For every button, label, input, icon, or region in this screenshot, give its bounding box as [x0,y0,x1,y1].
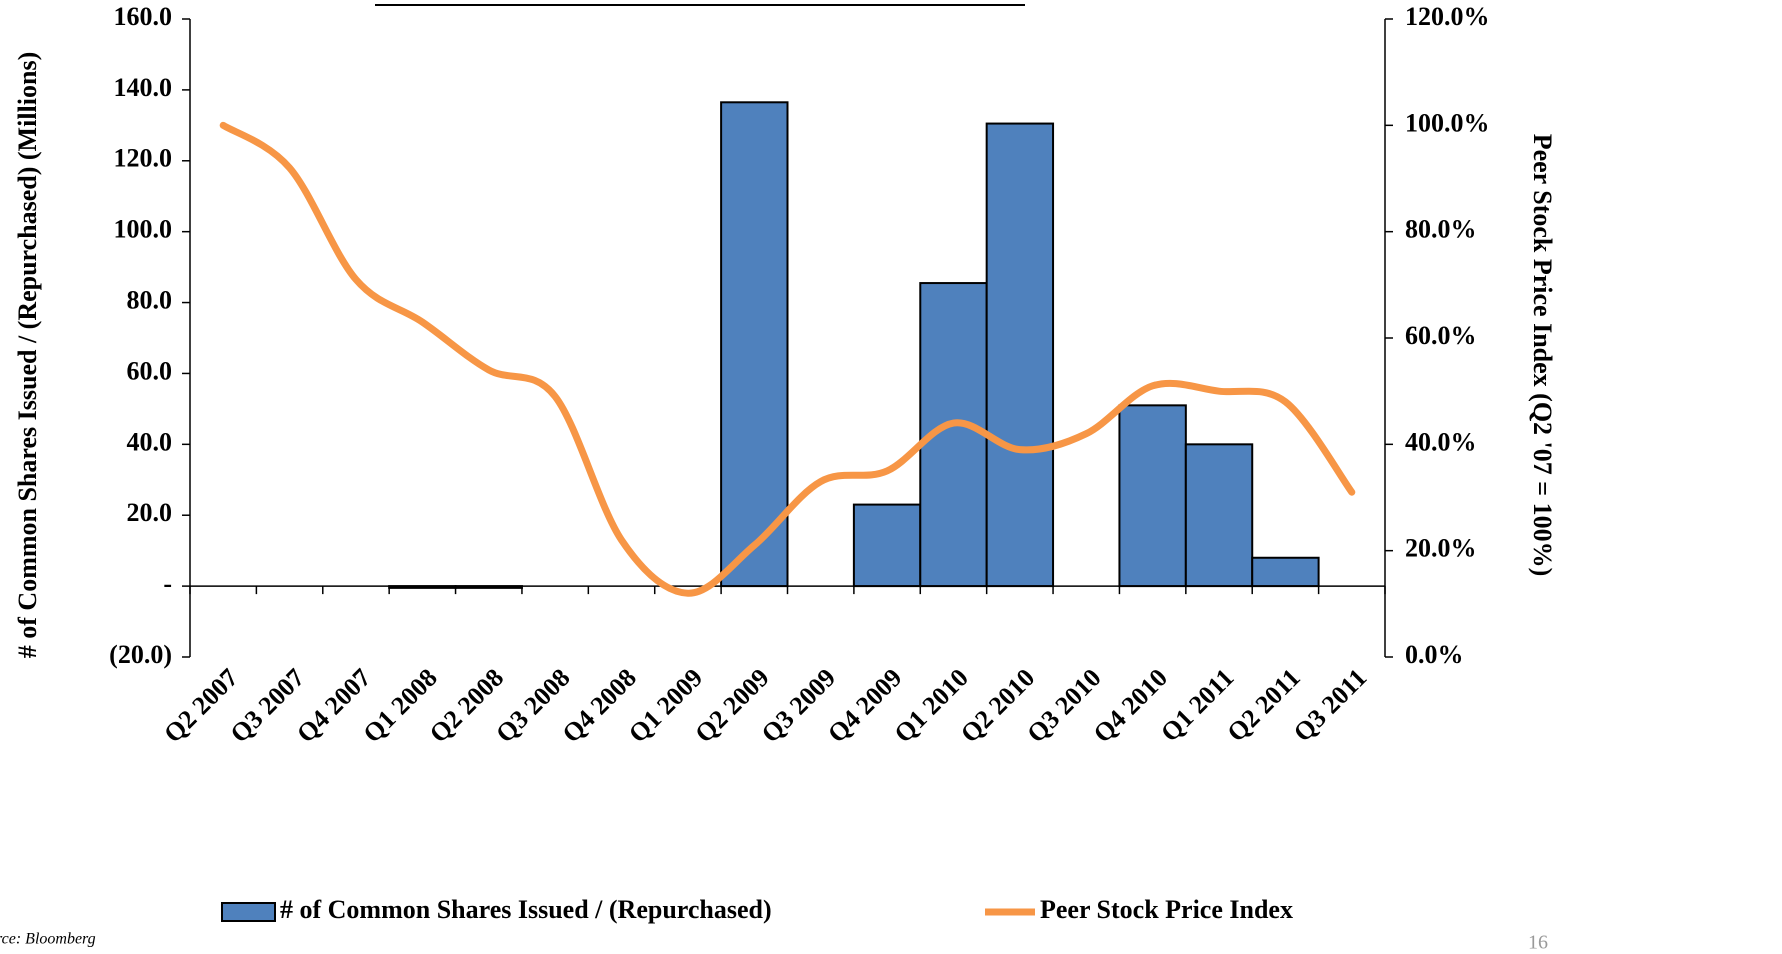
y-tick-label: 20.0 [127,498,173,527]
y-tick-label: 80.0 [127,286,173,315]
line-series [219,121,1356,597]
y-tick-label: 120.0 [114,144,173,173]
source: Source: Bloomberg [0,931,96,948]
legend-label: # of Common Shares Issued / (Repurchased… [280,895,772,924]
x-tick-label: Q4 2008 [557,663,642,748]
legend-label: Peer Stock Price Index [1040,895,1293,924]
bar [720,101,789,588]
y2-tick-label: 100.0% [1405,108,1490,137]
bar [1118,404,1187,588]
x-tick-label: Q2 2010 [955,663,1040,748]
x-tick-label: Q1 2011 [1155,663,1239,747]
y2-tick-label: 40.0% [1405,427,1477,456]
x-tick-label: Q3 2011 [1288,663,1372,747]
y2-tick-label: 80.0% [1405,215,1477,244]
x-tick-label: Q1 2008 [357,663,442,748]
bar [852,503,922,588]
bar [985,122,1055,588]
legend-swatch [221,902,276,922]
page-number: 16 [1528,932,1548,954]
y2-tick-label: 60.0% [1405,321,1477,350]
y-tick-label: 40.0 [127,427,173,456]
y2-tick-label: 20.0% [1405,534,1477,563]
y-tick-label: - [163,569,172,598]
x-tick-label: Q3 2010 [1021,663,1106,748]
x-tick-label: Q4 2009 [822,663,907,748]
y2-axis-label: Peer Stock Price Index (Q2 '07 = 100%) [1528,134,1557,577]
x-tick-label: Q4 2007 [291,663,376,748]
y2-tick-label: 0.0% [1405,640,1464,669]
x-tick-label: Q3 2007 [225,663,310,748]
x-tick-label: Q1 2009 [623,663,708,748]
bar [1251,556,1320,588]
y-tick-label: 60.0 [127,356,173,385]
y2-tick-label: 120.0% [1405,2,1490,31]
x-tick-label: Q2 2007 [158,663,243,748]
x-tick-label: Q1 2010 [889,663,974,748]
x-tick-label: Q3 2008 [490,663,575,748]
y-tick-label: 160.0 [114,2,173,31]
y-axis-label: # of Common Shares Issued / (Repurchased… [13,52,42,658]
y-tick-label: 140.0 [114,73,173,102]
bar [1184,443,1254,588]
x-tick-label: Q3 2009 [756,663,841,748]
x-tick-label: Q2 2008 [424,663,509,748]
x-tick-label: Q2 2011 [1222,663,1306,747]
x-tick-label: Q2 2009 [689,663,774,748]
y-tick-label: 100.0 [114,215,173,244]
x-tick-label: Q4 2010 [1088,663,1173,748]
y-tick-label: (20.0) [109,640,172,669]
